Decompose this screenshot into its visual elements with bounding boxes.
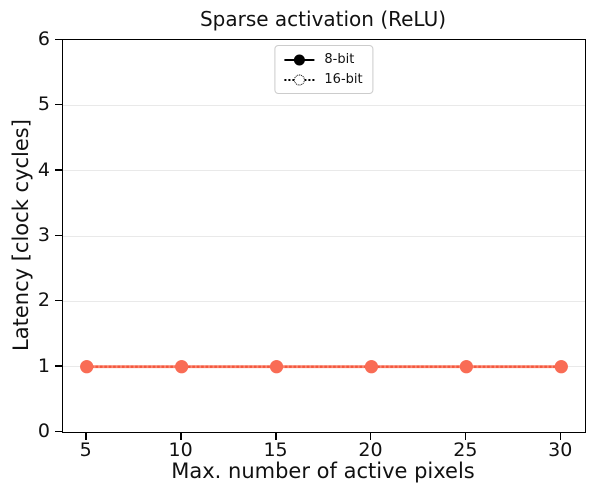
x-tick-label-20: 20 xyxy=(358,439,383,461)
y-tick-label-0: 0 xyxy=(37,420,50,442)
data-point-16-bit-x20 xyxy=(364,360,379,374)
series-layer xyxy=(80,360,568,374)
x-tick-mark-5 xyxy=(85,433,87,440)
data-point-16-bit-x5 xyxy=(80,360,94,374)
legend-entry-16bit: 16-bit xyxy=(284,72,363,87)
legend-16bit-label: 16-bit xyxy=(324,72,363,87)
gridline-y-5 xyxy=(63,104,585,106)
data-point-16-bit-x10 xyxy=(175,360,189,374)
data-point-16-bit-x25 xyxy=(459,360,473,374)
x-tick-mark-25 xyxy=(464,433,467,440)
x-axis-label: Max. number of active pixels xyxy=(171,459,475,483)
data-point-8-bit-x30 xyxy=(554,360,568,374)
gridline-y-3 xyxy=(63,235,585,237)
y-tick-mark-0 xyxy=(55,430,62,432)
data-point-8-bit-x10 xyxy=(175,360,189,374)
x-tick-mark-30 xyxy=(559,433,562,440)
x-tick-mark-20 xyxy=(369,433,372,440)
data-point-8-bit-x20 xyxy=(364,360,378,374)
x-tick-mark-15 xyxy=(275,433,277,440)
plot-area: 8-bit 16-bit xyxy=(62,39,586,433)
y-tick-mark-4 xyxy=(55,169,62,171)
data-point-8-bit-x25 xyxy=(459,360,473,374)
x-tick-label-10: 10 xyxy=(168,439,193,461)
legend-16bit-open-circle-marker xyxy=(293,74,305,85)
gridline-y-4 xyxy=(63,170,585,172)
x-tick-label-15: 15 xyxy=(263,439,288,461)
y-tick-label-4: 4 xyxy=(37,158,50,181)
x-tick-mark-10 xyxy=(180,433,182,440)
legend-entry-8bit: 8-bit xyxy=(284,52,362,67)
y-tick-mark-6 xyxy=(55,38,62,40)
data-point-16-bit-x30 xyxy=(554,360,568,374)
legend-16bit-line-swatch xyxy=(284,74,315,85)
y-tick-label-3: 3 xyxy=(37,224,50,246)
y-tick-label-2: 2 xyxy=(37,289,50,312)
legend-8bit-label: 8-bit xyxy=(324,52,355,67)
x-tick-label-30: 30 xyxy=(548,439,573,461)
data-point-8-bit-x15 xyxy=(270,360,284,374)
legend-8bit-filled-circle-marker xyxy=(293,54,305,65)
x-tick-label-5: 5 xyxy=(79,439,92,461)
y-tick-mark-3 xyxy=(55,234,62,236)
data-point-16-bit-x15 xyxy=(269,360,284,374)
y-tick-mark-2 xyxy=(55,299,62,302)
legend-8bit-line-swatch xyxy=(284,54,315,65)
y-tick-label-5: 5 xyxy=(37,93,50,116)
data-point-8-bit-x5 xyxy=(80,360,94,374)
legend: 8-bit 16-bit xyxy=(274,45,374,94)
y-tick-mark-1 xyxy=(55,365,62,367)
x-tick-label-25: 25 xyxy=(453,439,478,461)
y-tick-mark-5 xyxy=(55,103,62,106)
gridline-y-2 xyxy=(63,300,585,302)
y-tick-label-1: 1 xyxy=(37,354,50,377)
chart-title: Sparse activation (ReLU) xyxy=(199,7,447,31)
y-tick-label-6: 6 xyxy=(37,28,50,50)
